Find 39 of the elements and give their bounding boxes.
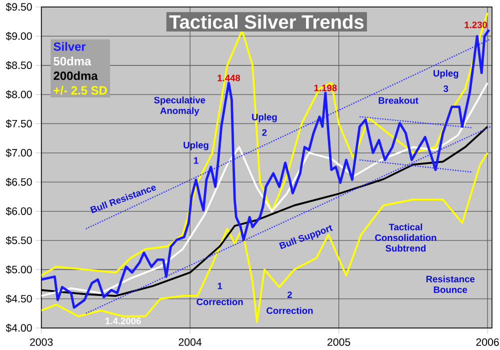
line-series	[41, 82, 488, 297]
annotation: 1	[218, 282, 222, 290]
x-tick-label: 2005	[328, 338, 350, 346]
line-series	[41, 152, 488, 324]
text: +/- 2.5 SD	[54, 86, 107, 95]
chart-title: Tactical Silver Trends	[169, 14, 364, 29]
y-tick-label: $7.50	[6, 119, 32, 128]
y-tick-label: $7.00	[6, 148, 32, 158]
x-tick-label: 2004	[178, 338, 202, 346]
y-tick-label: $4.00	[6, 324, 32, 332]
annotation: Upleg	[184, 142, 208, 150]
y-tick-label: $8.50	[6, 61, 32, 70]
annotation: Breakout	[378, 96, 418, 104]
x-tick-label: 2006	[476, 338, 499, 346]
text: 200dma	[54, 71, 98, 80]
annotation: 3	[444, 85, 448, 92]
annotation: Upleg	[434, 70, 458, 78]
annotation: Tactical Consolidation Subtrend	[375, 224, 436, 252]
annotation: Correction	[196, 298, 243, 306]
line-series	[41, 28, 490, 309]
annotation: 1	[194, 157, 198, 164]
x-tick-label: 2003	[30, 338, 53, 346]
y-tick-label: $6.00	[6, 206, 32, 216]
annotation: Correction	[266, 307, 313, 314]
text: 50dma	[54, 56, 92, 66]
annotation: Resistance Bounce	[426, 276, 475, 293]
text: Silver	[54, 42, 86, 51]
y-tick-label: $9.50	[6, 2, 32, 12]
annotation: 1.4.2006	[106, 318, 141, 324]
y-tick-label: $5.50	[6, 236, 32, 245]
annotation: Speculative Anomaly	[154, 96, 206, 116]
y-tick-label: $4.50	[6, 294, 32, 304]
line-series	[41, 12, 488, 276]
y-tick-label: $5.00	[6, 265, 32, 274]
annotation: 2	[287, 292, 292, 298]
y-tick-label: $9.00	[6, 32, 32, 40]
y-tick-label: $8.00	[6, 90, 32, 99]
y-tick-label: $6.50	[6, 178, 32, 186]
annotation: 2	[262, 129, 267, 136]
